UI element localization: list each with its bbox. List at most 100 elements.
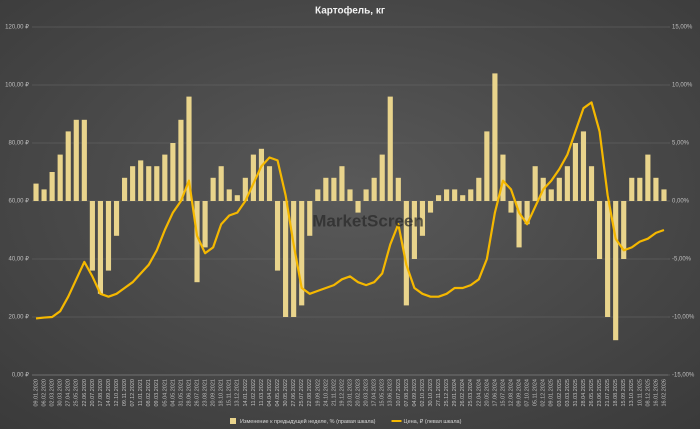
x-tick-label: 20.02.2023 <box>356 379 362 407</box>
bar <box>411 201 417 259</box>
bar <box>532 166 538 201</box>
legend-swatch <box>230 418 236 424</box>
bar <box>97 201 104 294</box>
legend-item: Изменение к предыдущей неделе, % (правая… <box>230 418 376 425</box>
y-tick-label: 80,00 ₽ <box>9 140 30 147</box>
x-tick-label: 31.05.2021 <box>178 379 184 407</box>
y2-tick-label: -5,00% <box>672 257 692 263</box>
x-tick-label: 18.10.2021 <box>219 379 225 407</box>
bar <box>274 201 281 271</box>
x-tick-label: 17.06.2024 <box>492 379 498 407</box>
x-tick-label: 18.08.2025 <box>613 379 619 407</box>
x-tick-label: 31.03.2025 <box>573 379 579 407</box>
x-tick-label: 20.05.2024 <box>484 379 490 407</box>
bar <box>653 177 659 201</box>
x-tick-label: 19.09.2022 <box>315 379 321 407</box>
x-tick-label: 22.04.2024 <box>476 379 482 407</box>
x-tick-label: 23.06.2025 <box>597 379 603 407</box>
bar <box>33 183 39 201</box>
bar <box>524 201 530 225</box>
watermark: MarketScreen <box>312 211 424 230</box>
x-tick-label: 02.10.2023 <box>420 379 426 407</box>
bar <box>258 148 265 201</box>
x-tick-label: 08.12.2025 <box>645 379 651 407</box>
bar <box>596 201 603 259</box>
bar <box>73 119 79 201</box>
y-tick-label: 0,00 ₽ <box>12 372 29 379</box>
y-tick-label: 20,00 ₽ <box>9 314 30 321</box>
legend-label: Изменение к предыдущей неделе, % (правая… <box>240 418 376 425</box>
bar <box>452 189 458 201</box>
x-tick-label: 20.09.2021 <box>211 379 217 407</box>
x-tick-label: 22.08.2022 <box>307 379 313 407</box>
bar <box>395 177 401 201</box>
x-tick-label: 12.10.2020 <box>114 379 120 407</box>
bar <box>283 201 289 317</box>
x-tick-label: 16.01.2026 <box>653 379 659 407</box>
bar <box>323 177 329 201</box>
bar <box>347 189 353 201</box>
bar <box>564 166 570 201</box>
x-tick-label: 17.04.2023 <box>372 379 378 407</box>
y2-tick-label: 15,00% <box>672 25 693 31</box>
bar <box>162 154 168 201</box>
y2-tick-label: -10,00% <box>672 315 695 321</box>
bar <box>379 154 385 201</box>
x-tick-label: 25.03.2024 <box>468 379 474 407</box>
bar <box>65 131 71 201</box>
x-tick-label: 11.01.2021 <box>138 379 144 406</box>
x-tick-label: 25.05.2020 <box>74 379 80 407</box>
bar <box>572 143 578 201</box>
x-tick-label: 07.10.2024 <box>525 379 531 407</box>
x-tick-label: 14.09.2020 <box>106 379 112 407</box>
x-tick-label: 06.02.2020 <box>42 379 48 407</box>
bar <box>435 195 442 201</box>
x-tick-label: 17.08.2020 <box>98 379 104 407</box>
bar <box>476 177 482 201</box>
bar <box>299 201 305 306</box>
x-tick-label: 27.11.2023 <box>436 379 442 406</box>
x-tick-label: 26.02.2024 <box>460 379 466 407</box>
bar <box>202 201 208 248</box>
bar <box>41 189 47 201</box>
x-tick-label: 14.01.2022 <box>243 379 249 407</box>
x-tick-label: 05.11.2024 <box>533 379 539 406</box>
bar <box>122 177 128 201</box>
bar <box>210 177 216 201</box>
bar <box>516 201 522 248</box>
y2-tick-label: 0,00% <box>672 199 690 205</box>
bar <box>363 189 369 201</box>
bar <box>194 201 200 283</box>
x-tick-label: 09.09.2024 <box>517 379 523 407</box>
bar <box>218 166 224 201</box>
bar <box>613 201 619 341</box>
bar <box>645 154 651 201</box>
bar <box>621 201 627 259</box>
x-tick-label: 15.09.2025 <box>621 379 627 407</box>
bar <box>49 172 55 201</box>
bar <box>556 177 562 201</box>
x-tick-label: 02.03.2020 <box>50 379 56 407</box>
bar <box>291 201 297 317</box>
bar <box>170 143 176 201</box>
bar <box>500 154 506 201</box>
x-tick-label: 03.03.2025 <box>565 379 571 407</box>
y-tick-label: 40,00 ₽ <box>9 256 30 263</box>
x-tick-label: 27.06.2022 <box>291 379 297 407</box>
legend-label: Цена, ₽ (левая шкала) <box>404 418 462 425</box>
bar <box>266 166 273 201</box>
bar <box>371 177 377 201</box>
x-tick-label: 09.01.2020 <box>33 379 39 407</box>
bar <box>138 160 144 201</box>
x-tick-label: 30.03.2020 <box>58 379 64 407</box>
bar <box>113 201 120 236</box>
x-tick-label: 11.03.2022 <box>259 379 265 406</box>
x-tick-label: 15.11.2021 <box>227 379 233 406</box>
bar <box>315 189 321 201</box>
bar <box>419 201 426 236</box>
bar <box>154 166 160 201</box>
bar <box>355 201 361 213</box>
x-tick-label: 04.05.2021 <box>170 379 176 407</box>
x-tick-label: 20.07.2020 <box>90 379 96 407</box>
